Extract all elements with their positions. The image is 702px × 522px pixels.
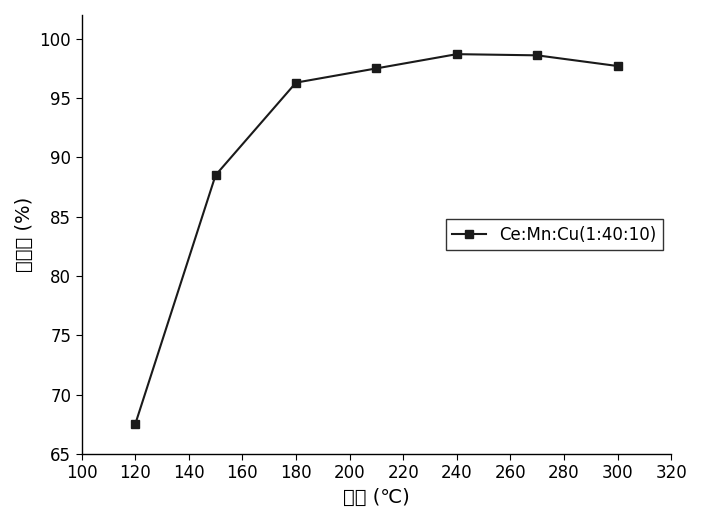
Line: Ce:Mn:Cu(1:40:10): Ce:Mn:Cu(1:40:10) xyxy=(131,50,622,429)
Ce:Mn:Cu(1:40:10) xyxy=(211,172,220,179)
Ce:Mn:Cu(1:40:10) xyxy=(292,79,300,86)
Legend: Ce:Mn:Cu(1:40:10): Ce:Mn:Cu(1:40:10) xyxy=(446,219,663,250)
Ce:Mn:Cu(1:40:10) xyxy=(131,421,140,428)
X-axis label: 温度 (℃): 温度 (℃) xyxy=(343,488,410,507)
Ce:Mn:Cu(1:40:10) xyxy=(533,52,541,58)
Ce:Mn:Cu(1:40:10) xyxy=(453,51,461,57)
Ce:Mn:Cu(1:40:10) xyxy=(614,63,622,69)
Y-axis label: 脱硒率 (%): 脱硒率 (%) xyxy=(15,197,34,272)
Ce:Mn:Cu(1:40:10) xyxy=(372,65,380,72)
